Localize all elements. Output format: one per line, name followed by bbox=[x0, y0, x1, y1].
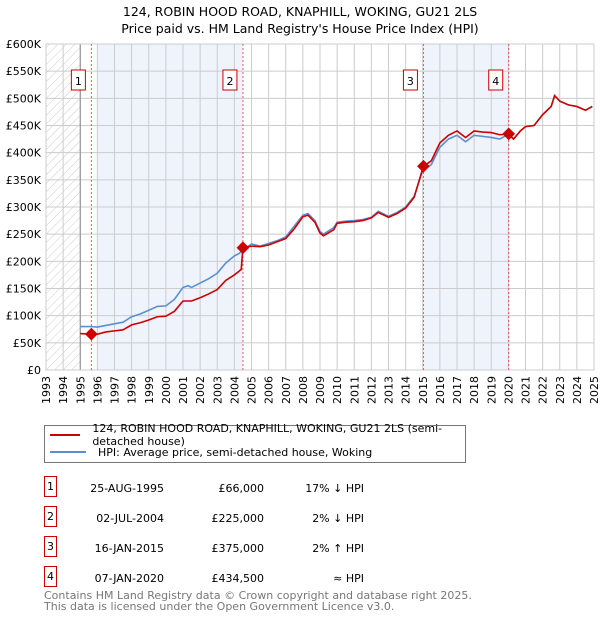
sale-label-1: 1 bbox=[75, 75, 82, 88]
y-tick-label: £500K bbox=[6, 92, 42, 105]
sale-price: £66,000 bbox=[218, 482, 265, 495]
x-tick-label: 2009 bbox=[314, 376, 327, 404]
sale-price: £225,000 bbox=[211, 512, 265, 525]
y-tick-label: £50K bbox=[13, 337, 42, 350]
footer: Contains HM Land Registry data © Crown c… bbox=[44, 590, 472, 612]
x-tick-label: 2010 bbox=[331, 376, 344, 404]
x-tick-label: 2015 bbox=[417, 376, 430, 404]
sale-date: 02-JUL-2004 bbox=[96, 512, 164, 525]
footer-copyright: Contains HM Land Registry data © Crown c… bbox=[44, 589, 472, 602]
sale-label-box-3 bbox=[402, 69, 418, 91]
legend-label-hpi: HPI: Average price, semi-detached house,… bbox=[98, 445, 373, 459]
x-tick-label: 1994 bbox=[57, 376, 70, 404]
x-tick-label: 1997 bbox=[109, 376, 122, 404]
sale-price: £375,000 bbox=[211, 542, 265, 555]
property-price-line bbox=[80, 94, 593, 335]
legend: 124, ROBIN HOOD ROAD, KNAPHILL, WOKING, … bbox=[44, 422, 466, 463]
sale-date: 16-JAN-2015 bbox=[94, 542, 164, 555]
x-tick-label: 2024 bbox=[571, 376, 584, 404]
legend-swatch-property bbox=[50, 434, 81, 436]
sale-label: 3 bbox=[44, 536, 57, 557]
sale-point-1 bbox=[85, 327, 98, 341]
sale-price: £434,500 bbox=[211, 572, 265, 585]
sale-point-2 bbox=[236, 241, 250, 255]
x-tick-label: 2002 bbox=[194, 376, 207, 404]
sale-label-box-1 bbox=[70, 69, 86, 91]
x-tick-label: 2019 bbox=[485, 376, 498, 404]
x-tick-label: 2006 bbox=[263, 376, 276, 404]
x-tick-label: 2014 bbox=[400, 376, 413, 404]
sale-hpi-rel: 17% ↓ HPI bbox=[305, 482, 364, 495]
x-tick-label: 2012 bbox=[365, 376, 378, 404]
y-tick-label: £350K bbox=[6, 174, 42, 187]
sale-hpi-rel: 2% ↑ HPI bbox=[312, 542, 364, 555]
sale-hpi-rel: 2% ↓ HPI bbox=[312, 512, 364, 525]
sale-label-box-2 bbox=[222, 69, 238, 91]
sale-label: 2 bbox=[44, 506, 57, 527]
x-tick-label: 2022 bbox=[537, 376, 550, 404]
legend-swatch-hpi bbox=[50, 451, 86, 453]
chart-subtitle: Price paid vs. HM Land Registry's House … bbox=[121, 21, 479, 36]
x-tick-label: 1996 bbox=[91, 376, 104, 404]
sale-label-3: 3 bbox=[407, 75, 414, 88]
sale-label-2: 2 bbox=[226, 75, 233, 88]
x-tick-label: 2004 bbox=[228, 376, 241, 404]
x-tick-label: 2017 bbox=[451, 376, 464, 404]
x-tick-label: 2023 bbox=[554, 376, 567, 404]
x-tick-label: 2001 bbox=[177, 376, 190, 404]
y-tick-label: £550K bbox=[6, 65, 42, 78]
x-tick-label: 2011 bbox=[348, 376, 361, 404]
x-tick-label: 2013 bbox=[383, 376, 396, 404]
x-tick-label: 2025 bbox=[588, 376, 600, 404]
sale-label: 4 bbox=[44, 566, 57, 587]
sale-date: 07-JAN-2020 bbox=[94, 572, 164, 585]
sale-label-box-4 bbox=[488, 69, 504, 91]
y-tick-label: £450K bbox=[6, 120, 42, 133]
x-tick-label: 2016 bbox=[434, 376, 447, 404]
y-tick-label: £100K bbox=[6, 310, 42, 323]
plot-frame bbox=[45, 43, 595, 371]
price-chart: 1993 1994 1995 1996 1997 1998 1999 2000 2001 2002… bbox=[6, 38, 600, 404]
y-tick-label: £200K bbox=[6, 255, 42, 268]
x-tick-label: 2005 bbox=[246, 376, 259, 404]
y-tick-label: £0 bbox=[27, 364, 41, 377]
x-tick-label: 2008 bbox=[297, 376, 310, 404]
y-tick-label: £600K bbox=[6, 38, 42, 51]
sale-hpi-rel: ≈ HPI bbox=[333, 572, 364, 585]
sale-point-3 bbox=[417, 159, 430, 173]
y-tick-label: £250K bbox=[6, 228, 42, 241]
x-tick-label: 1998 bbox=[126, 376, 139, 404]
x-tick-label: 1995 bbox=[74, 376, 87, 404]
sale-label-4: 4 bbox=[492, 75, 499, 88]
legend-label-property: 124, ROBIN HOOD ROAD, KNAPHILL, WOKING, … bbox=[92, 422, 443, 448]
x-tick-label: 2003 bbox=[211, 376, 224, 404]
sale-label: 1 bbox=[44, 476, 57, 497]
x-tick-label: 2021 bbox=[520, 376, 533, 404]
x-tick-label: 1993 bbox=[40, 376, 53, 404]
x-tick-label: 2020 bbox=[502, 376, 515, 404]
x-tick-label: 1999 bbox=[143, 376, 156, 404]
footer-licence: This data is licensed under the Open Gov… bbox=[44, 600, 395, 613]
x-tick-label: 2000 bbox=[160, 376, 173, 404]
y-tick-label: £400K bbox=[6, 147, 42, 160]
y-tick-label: £300K bbox=[6, 201, 42, 214]
sale-date: 25-AUG-1995 bbox=[90, 482, 164, 495]
y-tick-label: £150K bbox=[6, 283, 42, 296]
sale-point-4 bbox=[502, 127, 516, 141]
chart-title: 124, ROBIN HOOD ROAD, KNAPHILL, WOKING, … bbox=[122, 4, 478, 19]
x-tick-label: 2007 bbox=[280, 376, 293, 404]
x-tick-label: 2018 bbox=[468, 376, 481, 404]
